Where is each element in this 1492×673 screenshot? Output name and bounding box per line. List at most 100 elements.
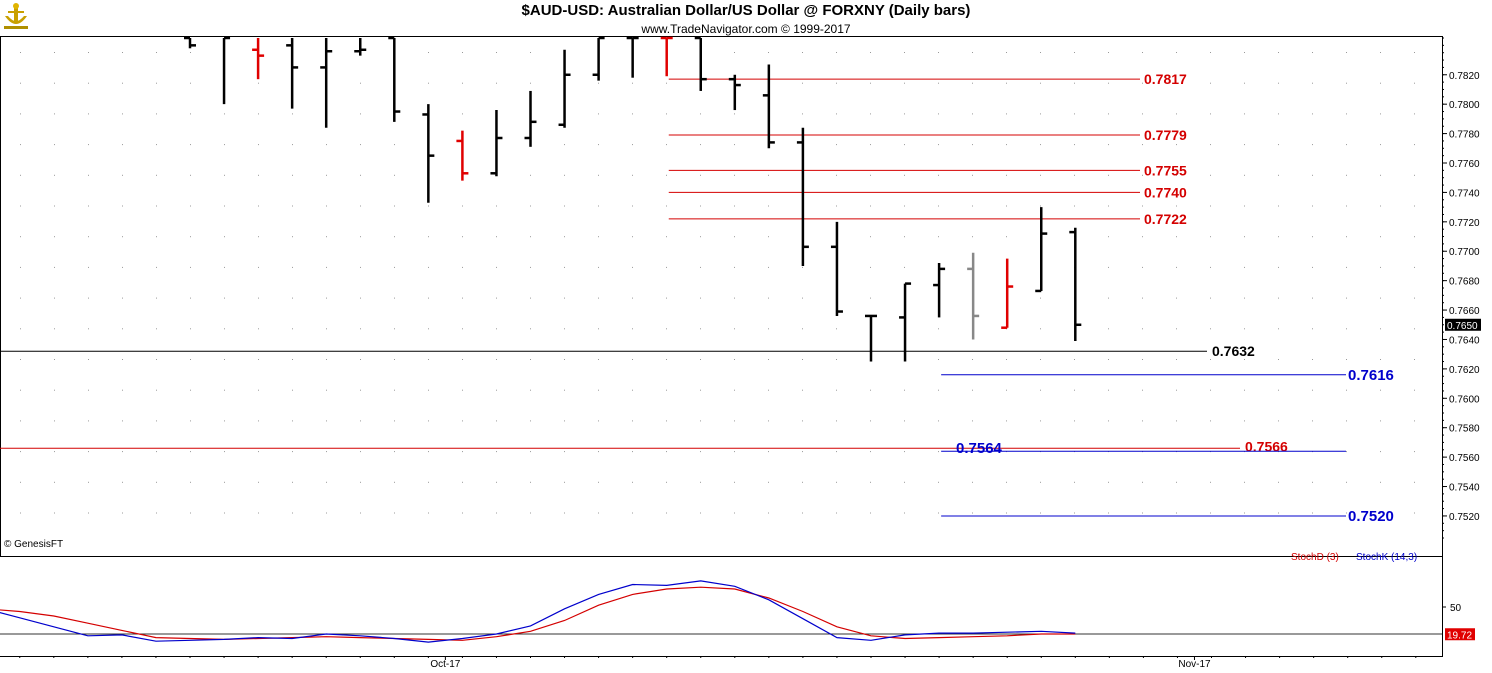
grid-dot (190, 266, 191, 268)
grid-dot (156, 144, 157, 146)
legend-stoch-d: StochD (3) (1291, 552, 1339, 563)
grid-dot (1074, 82, 1075, 84)
grid-dot (666, 328, 667, 330)
grid-dot (360, 297, 361, 299)
grid-dot (734, 420, 735, 422)
grid-dot (224, 236, 225, 238)
grid-dot (530, 236, 531, 238)
grid-dot (1414, 266, 1415, 268)
grid-dot (836, 481, 837, 483)
grid-dot (1244, 297, 1245, 299)
grid-dot (1312, 82, 1313, 84)
grid-dot (768, 297, 769, 299)
ohlc-bar (796, 127, 809, 266)
grid-dot (1142, 359, 1143, 360)
ohlc-bar (762, 64, 775, 149)
grid-dot (326, 266, 327, 268)
grid-dot (1176, 420, 1177, 422)
grid-dot (1108, 82, 1109, 84)
grid-dot (666, 205, 667, 207)
level-label: 0.7566 (1245, 438, 1288, 454)
grid-dot (530, 359, 531, 360)
grid-dot (156, 451, 157, 453)
grid-dot (1414, 144, 1415, 146)
grid-dot (938, 236, 939, 238)
grid-dot (564, 420, 565, 422)
grid-dot (258, 451, 259, 453)
grid-dot (54, 52, 55, 53)
grid-dot (156, 174, 157, 176)
grid-dot (496, 359, 497, 360)
grid-dot (54, 297, 55, 299)
ohlc-bar (524, 90, 537, 147)
grid-dot (666, 512, 667, 514)
grid-dot (360, 205, 361, 207)
grid-dot (836, 82, 837, 84)
level-label: 0.7722 (1144, 211, 1187, 227)
grid-dot (122, 236, 123, 238)
grid-dot (1380, 328, 1381, 330)
grid-dot (462, 359, 463, 360)
grid-dot (428, 236, 429, 238)
grid-dot (122, 420, 123, 422)
grid-dot (1312, 420, 1313, 422)
grid-dot (1346, 174, 1347, 176)
grid-dot (734, 113, 735, 115)
stochastic-panel: StochD (3) StochK (14,3) 50 19.72 (0, 552, 1475, 643)
grid-dot (122, 266, 123, 268)
grid-dot (530, 451, 531, 453)
grid-dot (972, 389, 973, 391)
grid-dot (870, 512, 871, 514)
grid-dot (530, 297, 531, 299)
grid-dot (496, 512, 497, 514)
grid-dot (972, 52, 973, 53)
grid-dot (1380, 266, 1381, 268)
level-label: 0.7779 (1144, 127, 1187, 143)
grid-dot (258, 420, 259, 422)
grid-dot (54, 481, 55, 483)
grid-dot (598, 389, 599, 391)
grid-dot (190, 144, 191, 146)
grid-dot (1074, 512, 1075, 514)
grid-dot (496, 236, 497, 238)
grid-dot (564, 389, 565, 391)
grid-dot (428, 52, 429, 53)
ohlc-bar (830, 221, 843, 316)
grid-dot (768, 52, 769, 53)
grid-dot (700, 512, 701, 514)
grid-dot (700, 328, 701, 330)
grid-dot (666, 420, 667, 422)
ohlc-bar (252, 38, 265, 80)
grid-dot (1244, 236, 1245, 238)
grid-dot (564, 481, 565, 483)
grid-dot (1380, 174, 1381, 176)
ohlc-bar (694, 36, 707, 91)
grid-dot (1414, 451, 1415, 453)
grid-dot (462, 297, 463, 299)
grid-dot (258, 205, 259, 207)
grid-dot (1176, 389, 1177, 391)
grid-dot (870, 52, 871, 53)
grid-dot (462, 481, 463, 483)
grid-dot (224, 512, 225, 514)
grid-dot (564, 266, 565, 268)
grid-dot (1142, 328, 1143, 330)
grid-dot (666, 266, 667, 268)
grid-dot (224, 328, 225, 330)
grid-dot (428, 328, 429, 330)
grid-dot (20, 328, 21, 330)
grid-dot (190, 236, 191, 238)
grid-dot (938, 328, 939, 330)
grid-dot (564, 236, 565, 238)
grid-dot (88, 52, 89, 53)
grid-dot (734, 297, 735, 299)
price-tick-label: 0.7700 (1449, 247, 1480, 258)
grid-dot (938, 359, 939, 360)
grid-dot (598, 113, 599, 115)
grid-dot (870, 266, 871, 268)
grid-dot (54, 420, 55, 422)
grid-dot (122, 512, 123, 514)
grid-dot (972, 481, 973, 483)
grid-dot (870, 420, 871, 422)
grid-dot (224, 481, 225, 483)
